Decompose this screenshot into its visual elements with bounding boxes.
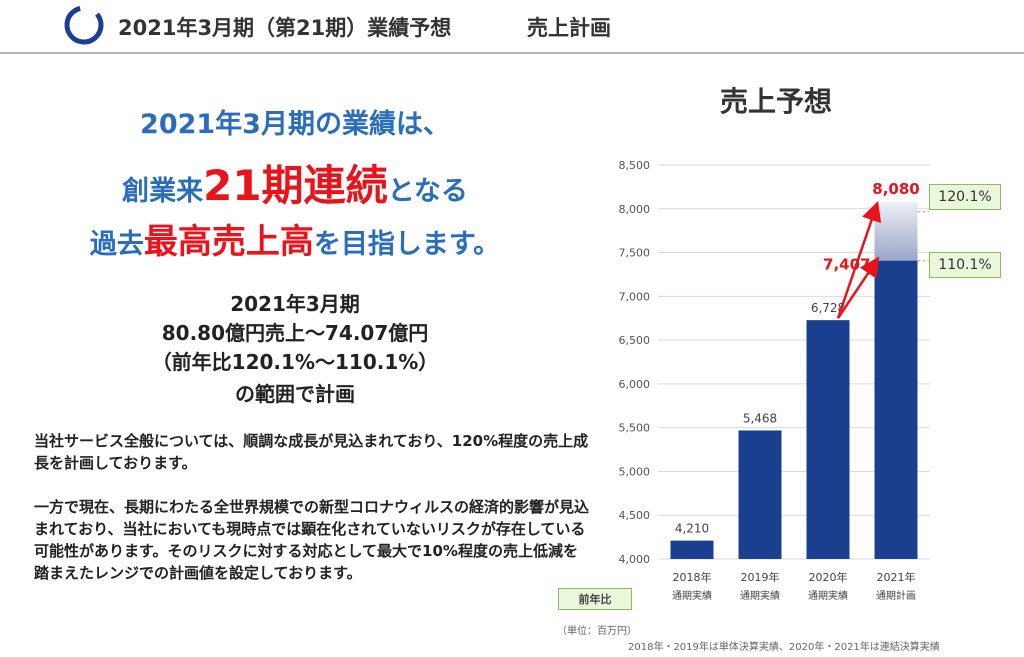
x-tick-label: 2020年 <box>809 570 848 584</box>
x-tick-sublabel: 通期実績 <box>672 589 712 602</box>
data-label: 6,728 <box>811 301 845 315</box>
x-tick-sublabel: 通期計画 <box>876 589 916 602</box>
plan-period: 2021年3月期 <box>230 292 360 316</box>
company-logo-icon <box>64 5 104 45</box>
y-tick-label: 5,000 <box>619 465 651 478</box>
yoy-callout-low: 110.1% <box>929 252 1001 278</box>
y-tick-label: 8,000 <box>619 203 651 216</box>
sales-forecast-chart: 4,000 4,500 5,000 5,500 6,000 6,500 7,000 7,500… <box>619 159 930 602</box>
bar <box>806 320 850 559</box>
headline-text: 2021年3月期の業績は、 <box>140 109 450 140</box>
bar <box>874 260 918 559</box>
data-label: 5,468 <box>743 411 777 425</box>
plan-yoy: （前年比120.1%～110.1%） <box>151 350 439 374</box>
unit-note: （単位：百万円） <box>557 626 637 637</box>
x-tick-sublabel: 通期実績 <box>740 589 780 602</box>
yoy-legend-label: 前年比 <box>558 588 632 610</box>
yoy-callout-high: 120.1% <box>929 184 1001 210</box>
headline-text: 過去 <box>89 229 144 260</box>
y-tick-label: 7,500 <box>619 247 651 260</box>
plan-range: 80.80億円売上～74.07億円 <box>161 321 429 345</box>
headline-line-2: 創業来21期連続となる <box>0 152 590 213</box>
x-tick-label: 2019年 <box>741 570 780 584</box>
growth-arrow-low <box>836 256 880 319</box>
y-tick-label: 5,500 <box>619 422 651 435</box>
data-label: 4,210 <box>675 522 709 536</box>
y-tick-label: 6,000 <box>619 378 651 391</box>
headline-line-3: 過去最高売上高を目指します。 <box>0 214 590 263</box>
headline-highlight: 最高売上高 <box>143 222 314 262</box>
bar-upper-range <box>874 201 918 261</box>
chart-footnote: 2018年・2019年は単体決算実績、2020年・2021年は連結決算実績 <box>628 642 940 653</box>
headline-text: となる <box>387 176 468 207</box>
body-paragraph-1: 当社サービス全般については、順調な成長が見込まれており、120%程度の売上成長を… <box>34 432 589 472</box>
x-tick-label: 2018年 <box>673 570 712 584</box>
y-tick-label: 4,000 <box>619 553 651 566</box>
headline-line-1: 2021年3月期の業績は、 <box>0 102 590 141</box>
y-tick-label: 4,500 <box>619 509 651 522</box>
chart-title: 売上予想 <box>720 85 833 118</box>
y-tick-label: 6,500 <box>619 334 651 347</box>
page-title: 2021年3月期（第21期）業績予想 <box>118 16 452 40</box>
bar <box>670 540 714 559</box>
headline-text: 創業来 <box>122 176 204 207</box>
body-paragraph-2: 一方で現在、長期にわたる全世界規模での新型コロナウィルスの経済的影響が見込まれて… <box>34 498 590 582</box>
headline-highlight: 21期連続 <box>203 161 388 210</box>
x-tick-label: 2021年 <box>877 570 916 584</box>
data-label-upper: 8,080 <box>872 180 919 198</box>
growth-arrow-high <box>836 201 882 319</box>
plan-note: の範囲で計画 <box>235 382 355 406</box>
bar <box>738 430 782 559</box>
y-tick-label: 8,500 <box>619 159 651 172</box>
headline-text: を目指します。 <box>313 229 501 260</box>
y-tick-label: 7,000 <box>619 290 651 303</box>
header-divider <box>0 52 1024 54</box>
page-subtitle: 売上計画 <box>527 16 611 40</box>
x-tick-sublabel: 通期実績 <box>808 589 848 602</box>
data-label: 7,407 <box>823 256 870 274</box>
